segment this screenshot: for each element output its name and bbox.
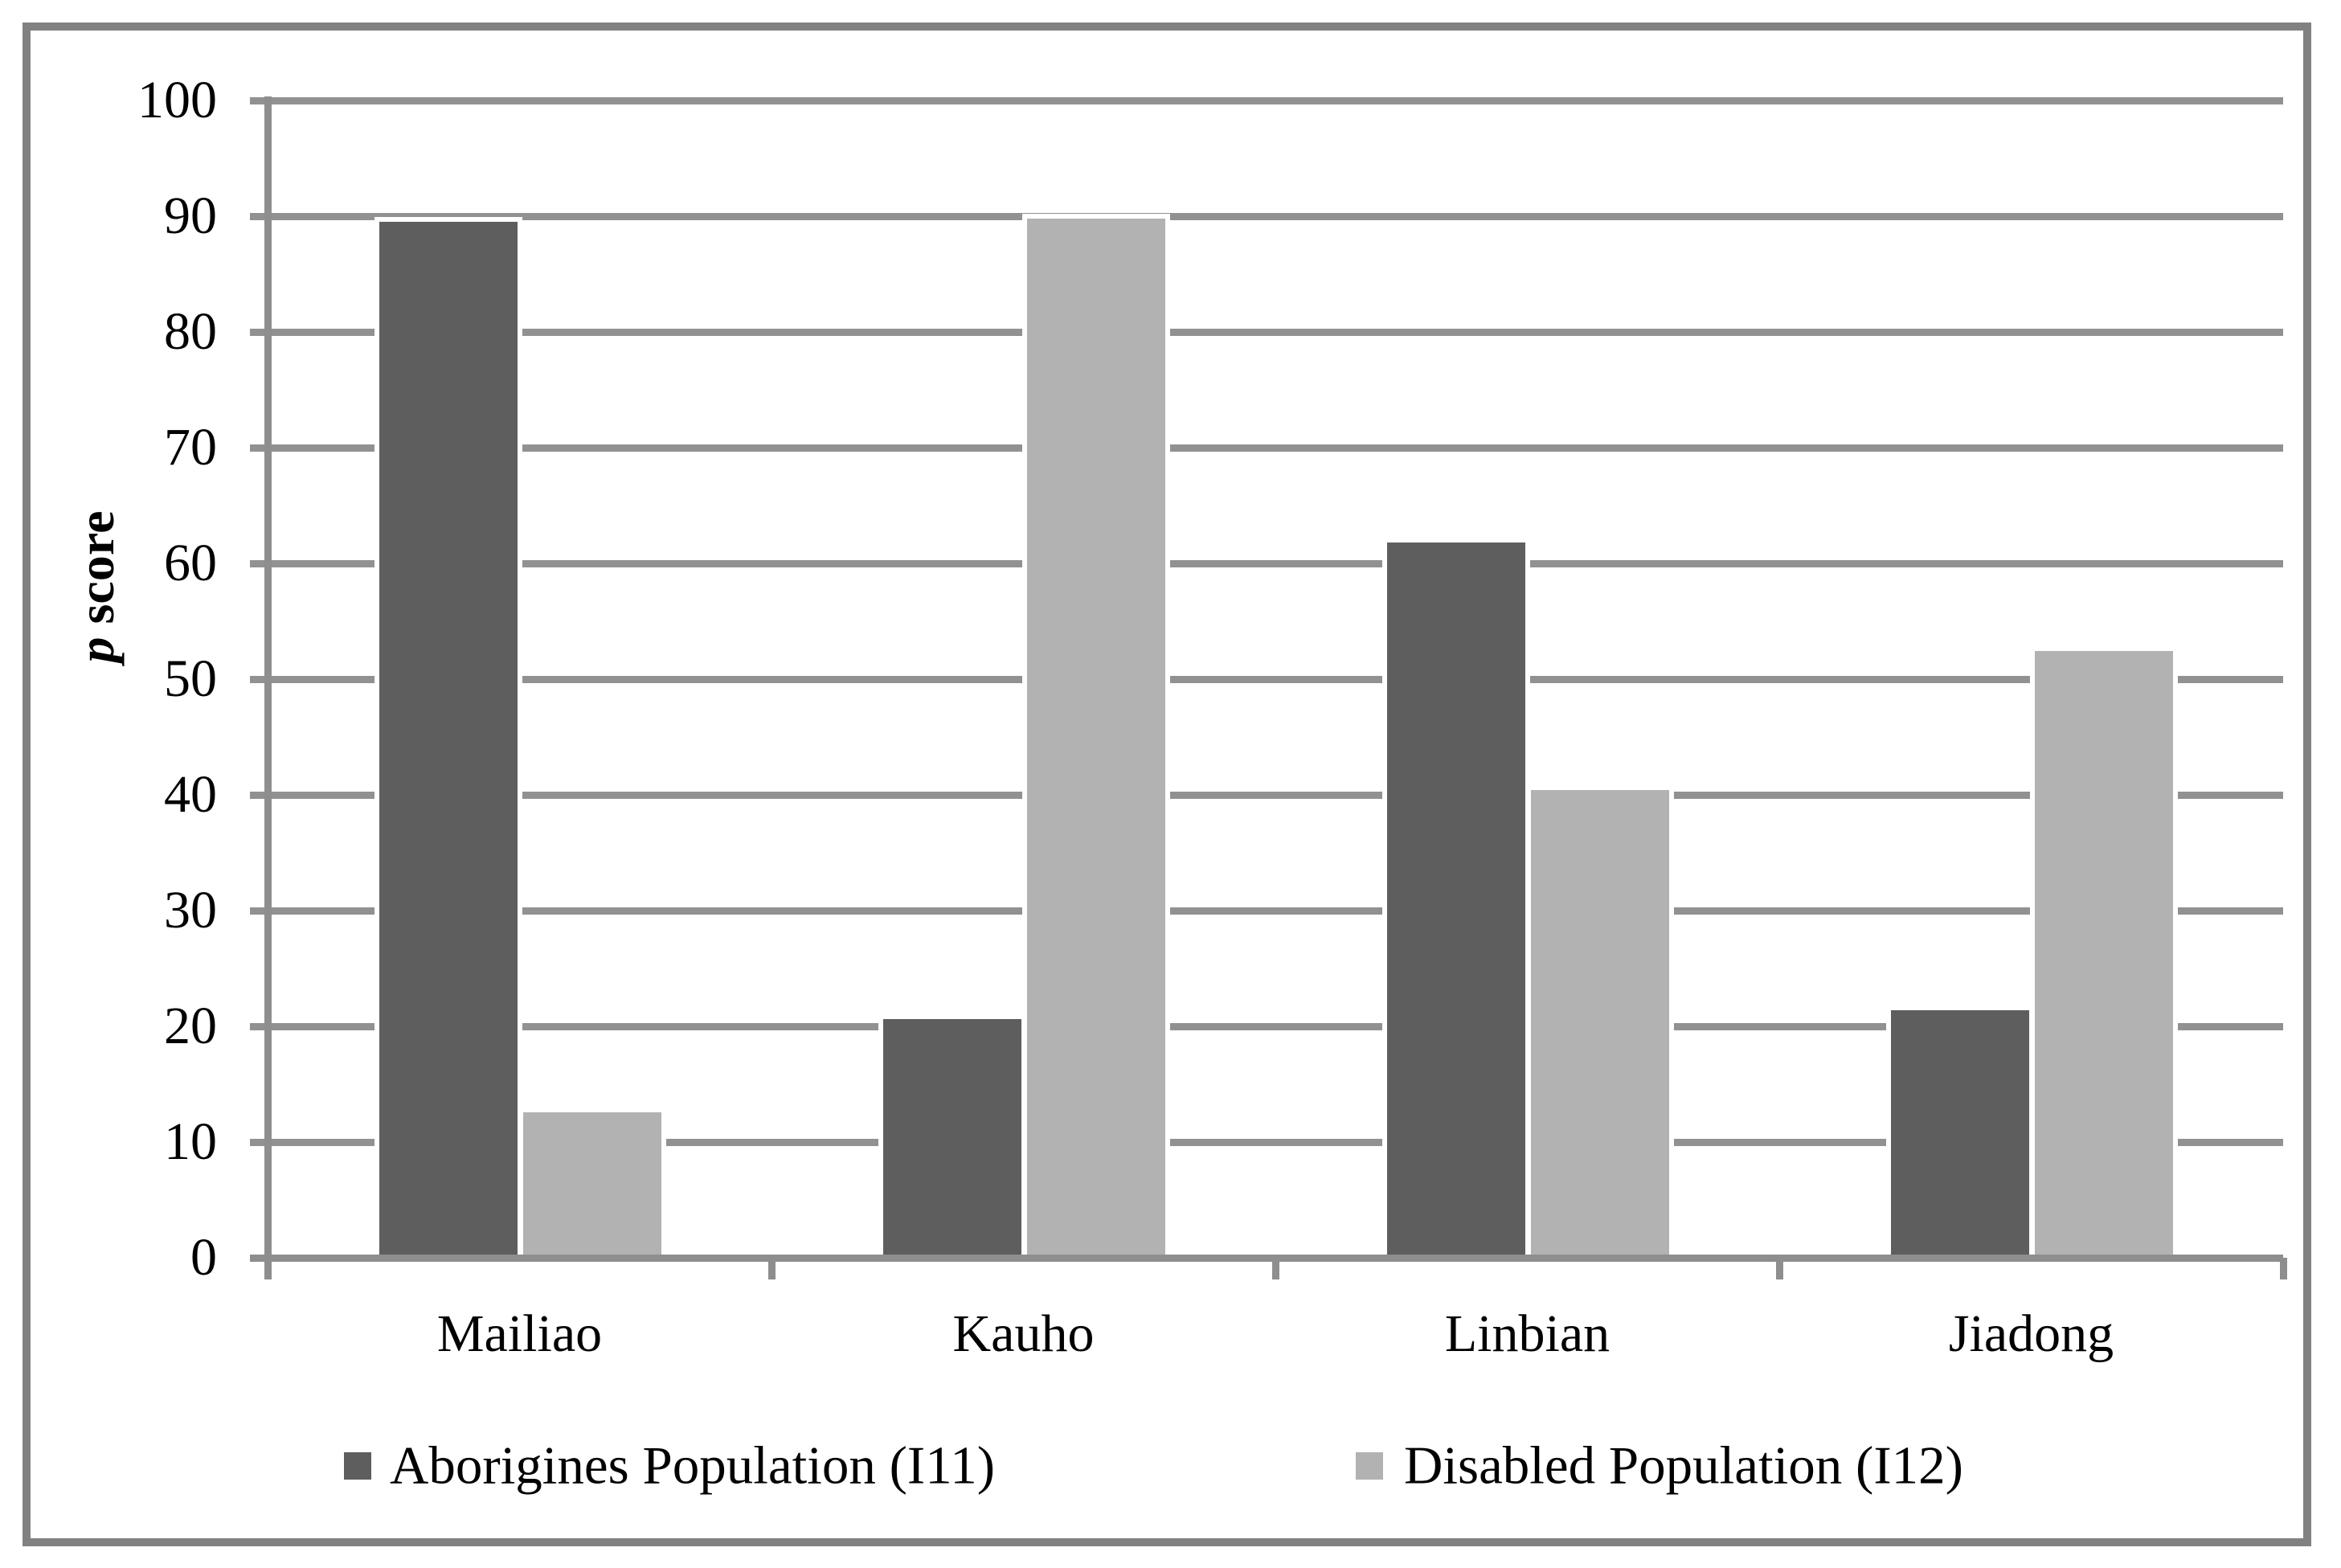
y-axis-tick-label: 80	[164, 302, 217, 361]
bar-disabled-linbian	[1531, 790, 1669, 1258]
bar-aborigines-linbian	[1387, 542, 1525, 1258]
legend-label-aborigines: Aborigines Population (I11)	[390, 1435, 996, 1496]
bar-aborigines-kauho	[883, 1019, 1021, 1258]
x-axis-category-label-mailiao: Mailiao	[436, 1304, 603, 1363]
x-axis-tick	[2280, 1258, 2287, 1279]
gridline	[250, 907, 2283, 915]
x-axis-category-label-jiadong: Jiadong	[1948, 1304, 2114, 1363]
gridline	[250, 676, 2283, 683]
legend-swatch-aborigines	[344, 1452, 371, 1480]
y-axis-tick-label: 90	[164, 186, 217, 245]
figure-border	[23, 23, 2311, 1546]
bar-disabled-mailiao	[523, 1112, 661, 1258]
x-axis-category-label-linbian: Linbian	[1444, 1304, 1610, 1363]
y-axis-line	[264, 96, 272, 1279]
gridline	[250, 1023, 2283, 1030]
y-axis-tick-label: 40	[164, 765, 217, 824]
y-axis-tick-label: 10	[164, 1112, 217, 1171]
gridline	[250, 213, 2283, 220]
gridline	[250, 1139, 2283, 1146]
y-axis-tick-label: 70	[164, 418, 217, 477]
legend-label-disabled: Disabled Population (I12)	[1404, 1435, 1963, 1496]
y-axis-tick-label: 0	[190, 1228, 217, 1287]
y-axis-tick-label: 30	[164, 881, 217, 940]
x-axis-tick	[768, 1258, 776, 1279]
gridline	[250, 329, 2283, 336]
y-axis-tick-label: 60	[164, 534, 217, 592]
gridline	[250, 444, 2283, 452]
bar-disabled-kauho	[1027, 218, 1165, 1258]
gridline	[250, 792, 2283, 799]
y-axis-tick-label: 50	[164, 649, 217, 708]
bar-aborigines-mailiao	[379, 222, 518, 1258]
gridline	[250, 97, 2283, 104]
gridline	[250, 560, 2283, 567]
y-axis-tick-label: 100	[137, 71, 217, 129]
x-axis-category-label-kauho: Kauho	[952, 1304, 1095, 1363]
x-axis-line	[250, 1255, 2283, 1262]
y-axis-tick-label: 20	[164, 997, 217, 1055]
bar-aborigines-jiadong	[1891, 1009, 2029, 1258]
legend-swatch-disabled	[1356, 1452, 1383, 1480]
x-axis-tick	[1272, 1258, 1279, 1279]
bar-disabled-jiadong	[2035, 651, 2173, 1258]
x-axis-tick	[1776, 1258, 1783, 1279]
